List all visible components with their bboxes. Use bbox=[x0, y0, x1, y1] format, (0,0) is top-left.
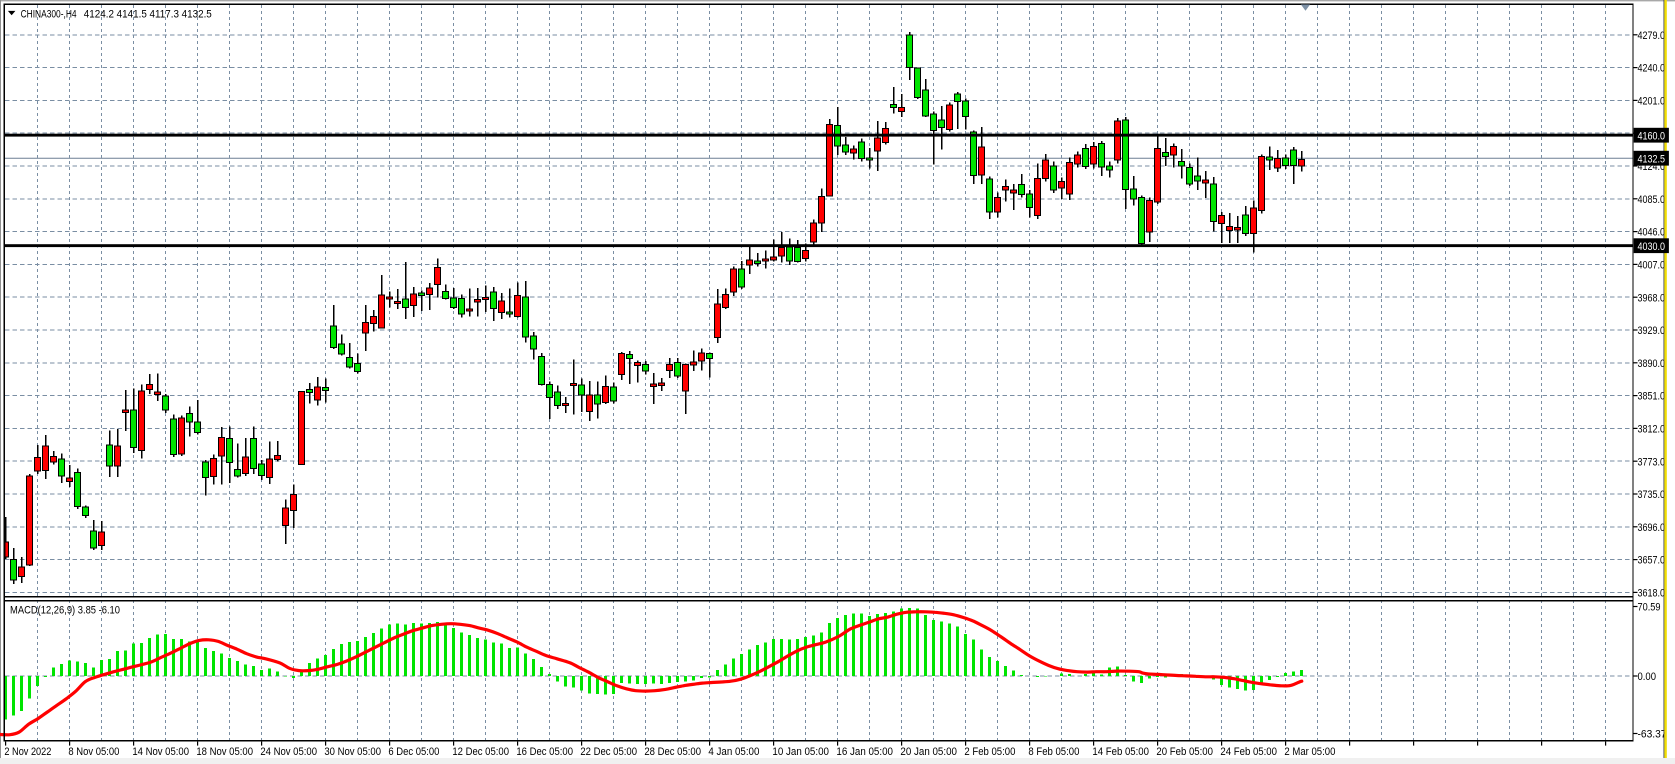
svg-text:16 Dec 05:00: 16 Dec 05:00 bbox=[516, 746, 573, 758]
svg-text:20 Feb 05:00: 20 Feb 05:00 bbox=[1156, 746, 1213, 758]
svg-text:3812.0: 3812.0 bbox=[1638, 424, 1666, 436]
svg-text:4201.0: 4201.0 bbox=[1638, 96, 1666, 108]
svg-text:4007.0: 4007.0 bbox=[1638, 260, 1666, 272]
svg-text:3773.0: 3773.0 bbox=[1638, 456, 1666, 468]
svg-text:4046.0: 4046.0 bbox=[1638, 227, 1666, 239]
svg-text:4160.0: 4160.0 bbox=[1638, 130, 1666, 142]
svg-text:4124.2 4141.5 4117.3 4132.5: 4124.2 4141.5 4117.3 4132.5 bbox=[84, 8, 212, 20]
svg-text:30 Nov 05:00: 30 Nov 05:00 bbox=[324, 746, 381, 758]
svg-text:14 Feb 05:00: 14 Feb 05:00 bbox=[1092, 746, 1149, 758]
svg-text:24 Nov 05:00: 24 Nov 05:00 bbox=[260, 746, 317, 758]
svg-text:CHINA300-,H4: CHINA300-,H4 bbox=[21, 8, 77, 20]
svg-text:70.59: 70.59 bbox=[1638, 602, 1661, 614]
svg-text:3968.0: 3968.0 bbox=[1638, 292, 1666, 304]
svg-text:-63.37: -63.37 bbox=[1638, 729, 1667, 741]
svg-text:8 Nov 05:00: 8 Nov 05:00 bbox=[68, 746, 119, 758]
svg-text:2 Nov 2022: 2 Nov 2022 bbox=[4, 746, 51, 758]
svg-text:8 Feb 05:00: 8 Feb 05:00 bbox=[1028, 746, 1079, 758]
svg-text:3851.0: 3851.0 bbox=[1638, 391, 1666, 403]
svg-text:3929.0: 3929.0 bbox=[1638, 325, 1666, 337]
svg-text:3890.0: 3890.0 bbox=[1638, 358, 1666, 370]
svg-text:4085.0: 4085.0 bbox=[1638, 194, 1666, 206]
svg-text:4279.0: 4279.0 bbox=[1638, 30, 1666, 42]
svg-text:3618.0: 3618.0 bbox=[1638, 588, 1666, 600]
svg-text:0.00: 0.00 bbox=[1638, 671, 1657, 683]
svg-text:4 Jan 05:00: 4 Jan 05:00 bbox=[708, 746, 759, 758]
svg-text:6 Dec 05:00: 6 Dec 05:00 bbox=[388, 746, 439, 758]
svg-text:28 Dec 05:00: 28 Dec 05:00 bbox=[644, 746, 701, 758]
svg-text:4030.0: 4030.0 bbox=[1638, 241, 1666, 253]
svg-text:20 Jan 05:00: 20 Jan 05:00 bbox=[900, 746, 957, 758]
svg-text:3657.0: 3657.0 bbox=[1638, 555, 1666, 567]
svg-text:2 Mar 05:00: 2 Mar 05:00 bbox=[1284, 746, 1335, 758]
svg-text:22 Dec 05:00: 22 Dec 05:00 bbox=[580, 746, 637, 758]
svg-text:10 Jan 05:00: 10 Jan 05:00 bbox=[772, 746, 829, 758]
svg-text:4240.0: 4240.0 bbox=[1638, 63, 1666, 75]
svg-text:4132.5: 4132.5 bbox=[1638, 153, 1666, 165]
svg-text:14 Nov 05:00: 14 Nov 05:00 bbox=[132, 746, 189, 758]
svg-text:18 Nov 05:00: 18 Nov 05:00 bbox=[196, 746, 253, 758]
svg-text:2 Feb 05:00: 2 Feb 05:00 bbox=[964, 746, 1015, 758]
svg-text:16 Jan 05:00: 16 Jan 05:00 bbox=[836, 746, 893, 758]
svg-text:24 Feb 05:00: 24 Feb 05:00 bbox=[1220, 746, 1277, 758]
svg-text:3696.0: 3696.0 bbox=[1638, 522, 1666, 534]
svg-text:12 Dec 05:00: 12 Dec 05:00 bbox=[452, 746, 509, 758]
svg-text:MACD(12,26,9) 3.85 -6.10: MACD(12,26,9) 3.85 -6.10 bbox=[10, 604, 120, 616]
svg-text:3735.0: 3735.0 bbox=[1638, 489, 1666, 501]
